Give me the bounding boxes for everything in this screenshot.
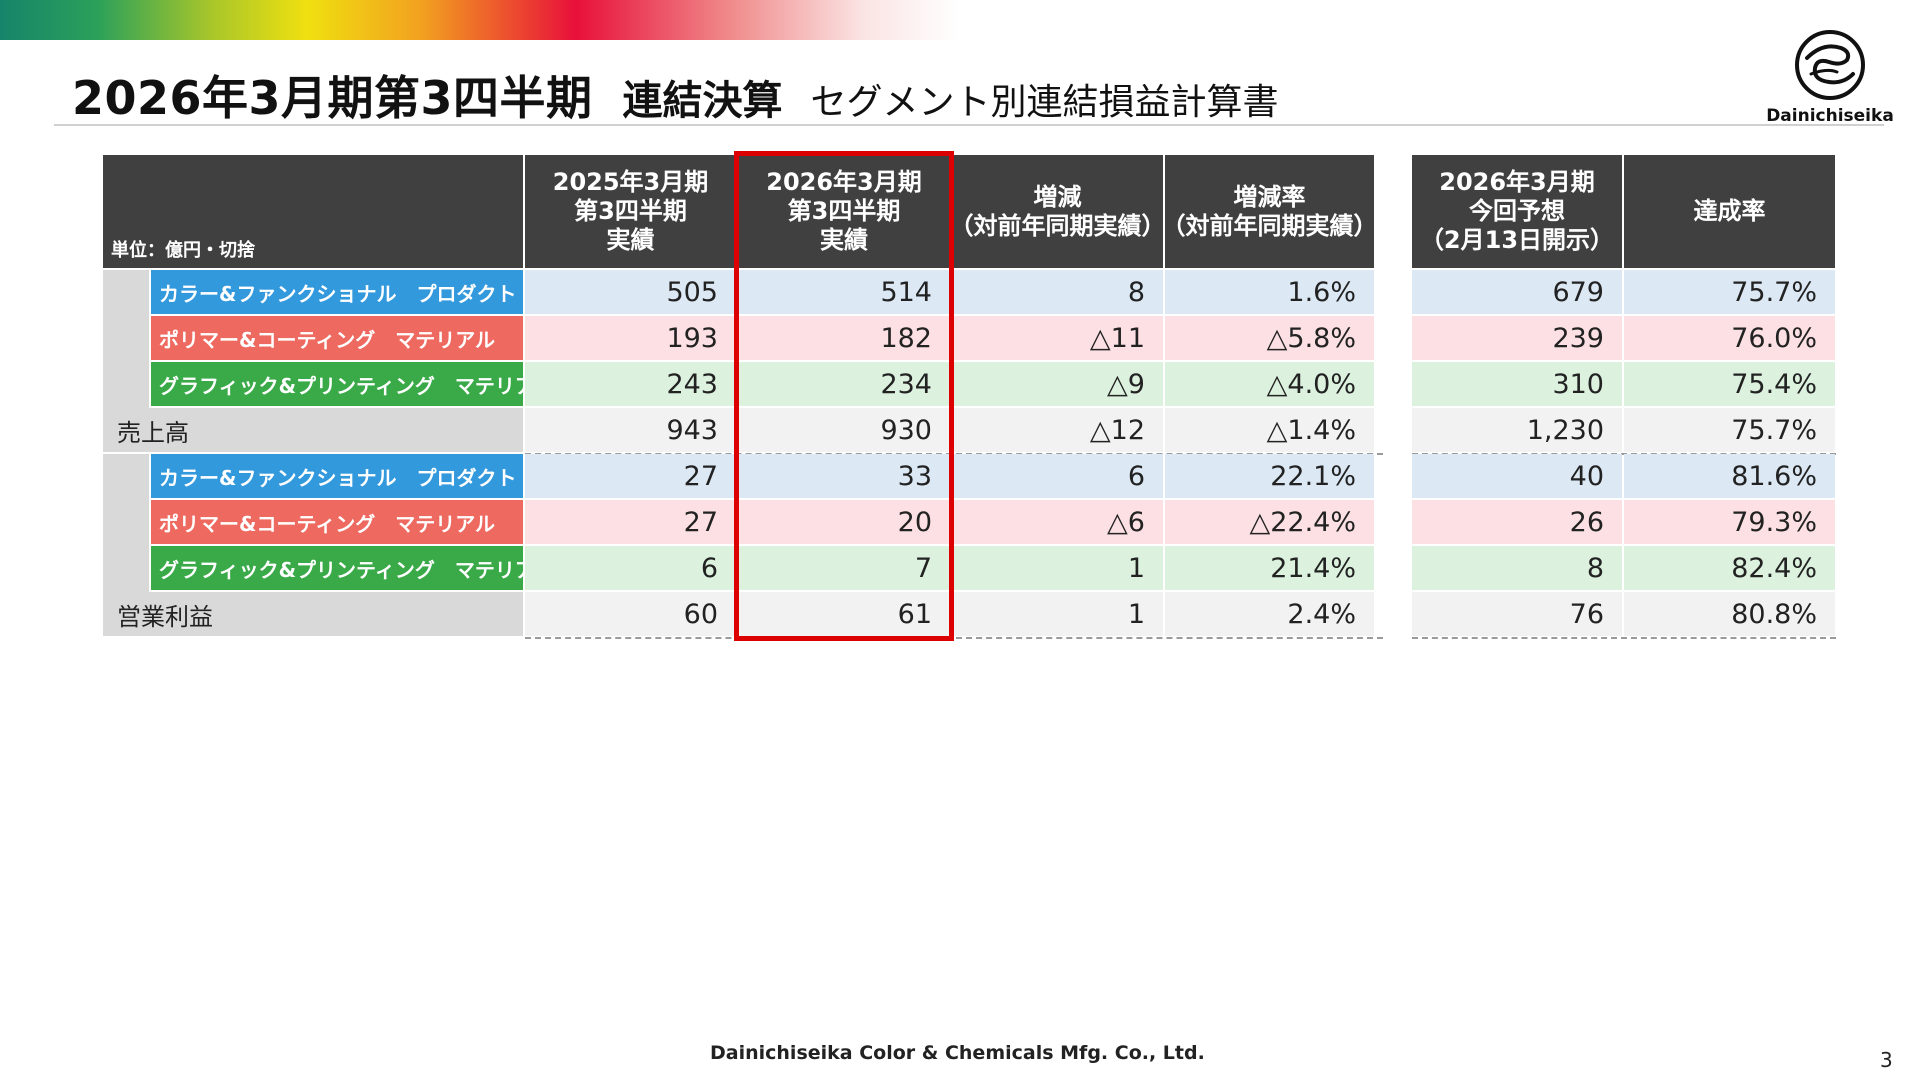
table-cell: 6 xyxy=(525,546,736,590)
column-header-1: 2025年3月期 第3四半期 実績 xyxy=(525,155,736,268)
column-header-line: （2月13日開示） xyxy=(1419,226,1615,254)
table-cell: 79.3% xyxy=(1624,500,1835,544)
table-cell: 75.7% xyxy=(1624,270,1835,314)
column-header-line: 増減 xyxy=(1033,182,1082,211)
row-label: ポリマー&コーティング マテリアル xyxy=(151,316,523,360)
column-header-line: 第3四半期 xyxy=(574,197,687,225)
column-header-line: 2025年3月期 xyxy=(552,168,709,196)
column-header-line: 実績 xyxy=(606,226,655,254)
table-cell: 21.4% xyxy=(1165,546,1374,590)
footer-company-name: Dainichiseika Color & Chemicals Mfg. Co.… xyxy=(710,1042,1205,1064)
table-cell: 61 xyxy=(738,592,950,636)
row-label: カラー&ファンクショナル プロダクト xyxy=(151,270,523,314)
table-cell: 310 xyxy=(1412,362,1622,406)
total-row-divider xyxy=(1412,637,1836,639)
column-header-3: 増減 （対前年同期実績） xyxy=(952,155,1163,268)
column-header-line: 2026年3月期 xyxy=(1439,168,1595,196)
table-cell: 81.6% xyxy=(1624,454,1835,498)
company-logo: Dainichiseika xyxy=(1760,28,1900,126)
table-cell: 243 xyxy=(525,362,736,406)
table-cell: 82.4% xyxy=(1624,546,1835,590)
page-title-sub: 連結決算 xyxy=(622,78,783,124)
table-cell: △9 xyxy=(952,362,1163,406)
table-cell: 76.0% xyxy=(1624,316,1835,360)
table-cell: 33 xyxy=(738,454,950,498)
unit-label: 単位：億円・切捨 xyxy=(103,155,523,268)
header-gradient-bar xyxy=(0,0,960,40)
table-cell: 8 xyxy=(952,270,1163,314)
table-cell: △4.0% xyxy=(1165,362,1374,406)
table-cell: 182 xyxy=(738,316,950,360)
column-header-line: 増減率 xyxy=(1233,182,1306,211)
column-header-6: 達成率 xyxy=(1624,155,1835,268)
table-cell: 193 xyxy=(525,316,736,360)
table-cell: 27 xyxy=(525,500,736,544)
page-title: 2026年3月期第3四半期 連結決算 セグメント別連結損益計算書 xyxy=(72,62,1279,128)
table-cell: 930 xyxy=(738,408,950,452)
current-period-highlight xyxy=(734,151,954,641)
table-cell: △5.8% xyxy=(1165,316,1374,360)
row-label: グラフィック&プリンティング マテリアル xyxy=(151,362,523,406)
column-header-line: 第3四半期 xyxy=(787,197,901,225)
table-cell: 514 xyxy=(738,270,950,314)
row-label: グラフィック&プリンティング マテリアル xyxy=(151,546,523,590)
table-cell: 239 xyxy=(1412,316,1622,360)
row-label: カラー&ファンクショナル プロダクト xyxy=(151,454,523,498)
row-label: ポリマー&コーティング マテリアル xyxy=(151,500,523,544)
company-logo-icon xyxy=(1795,30,1865,100)
column-header-4: 増減率 （対前年同期実績） xyxy=(1165,155,1374,268)
column-header-5: 2026年3月期 今回予想 （2月13日開示） xyxy=(1412,155,1622,268)
group-band-operating-income xyxy=(103,454,149,592)
table-cell: 60 xyxy=(525,592,736,636)
table-cell: 1 xyxy=(952,546,1163,590)
table-cell: 1 xyxy=(952,592,1163,636)
table-cell: △11 xyxy=(952,316,1163,360)
table-cell: 8 xyxy=(1412,546,1622,590)
table-cell: 234 xyxy=(738,362,950,406)
row-label: 営業利益 xyxy=(103,592,523,636)
table-cell: 76 xyxy=(1412,592,1622,636)
company-logo-text: Dainichiseika xyxy=(1766,106,1894,126)
table-cell: △22.4% xyxy=(1165,500,1374,544)
table-cell: △6 xyxy=(952,500,1163,544)
group-band-sales xyxy=(103,270,149,408)
table-cell: 22.1% xyxy=(1165,454,1374,498)
total-row-divider xyxy=(525,637,1383,639)
table-cell: 26 xyxy=(1412,500,1622,544)
column-header-line: （対前年同期実績） xyxy=(1165,211,1374,240)
table-cell: 943 xyxy=(525,408,736,452)
table-cell: 75.4% xyxy=(1624,362,1835,406)
row-label: 売上高 xyxy=(103,408,523,452)
page-title-subtitle: セグメント別連結損益計算書 xyxy=(810,82,1279,123)
column-header-line: 実績 xyxy=(820,226,868,254)
table-cell: 505 xyxy=(525,270,736,314)
table-cell: 80.8% xyxy=(1624,592,1835,636)
table-cell: 7 xyxy=(738,546,950,590)
table-cell: 6 xyxy=(952,454,1163,498)
table-cell: 40 xyxy=(1412,454,1622,498)
table-cell: 20 xyxy=(738,500,950,544)
table-cell: 2.4% xyxy=(1165,592,1374,636)
column-header-line: 2026年3月期 xyxy=(766,168,922,196)
page-number: 3 xyxy=(1880,1048,1893,1072)
column-header-2: 2026年3月期 第3四半期 実績 xyxy=(738,155,950,268)
column-header-line: 達成率 xyxy=(1693,197,1766,225)
table-cell: △1.4% xyxy=(1165,408,1374,452)
column-header-line: （対前年同期実績） xyxy=(952,211,1163,240)
table-cell: △12 xyxy=(952,408,1163,452)
table-cell: 1,230 xyxy=(1412,408,1622,452)
column-header-line: 今回予想 xyxy=(1469,197,1565,225)
table-cell: 27 xyxy=(525,454,736,498)
table-cell: 1.6% xyxy=(1165,270,1374,314)
page-title-main: 2026年3月期第3四半期 xyxy=(72,71,593,125)
title-divider xyxy=(54,124,1884,126)
table-cell: 75.7% xyxy=(1624,408,1835,452)
table-cell: 679 xyxy=(1412,270,1622,314)
